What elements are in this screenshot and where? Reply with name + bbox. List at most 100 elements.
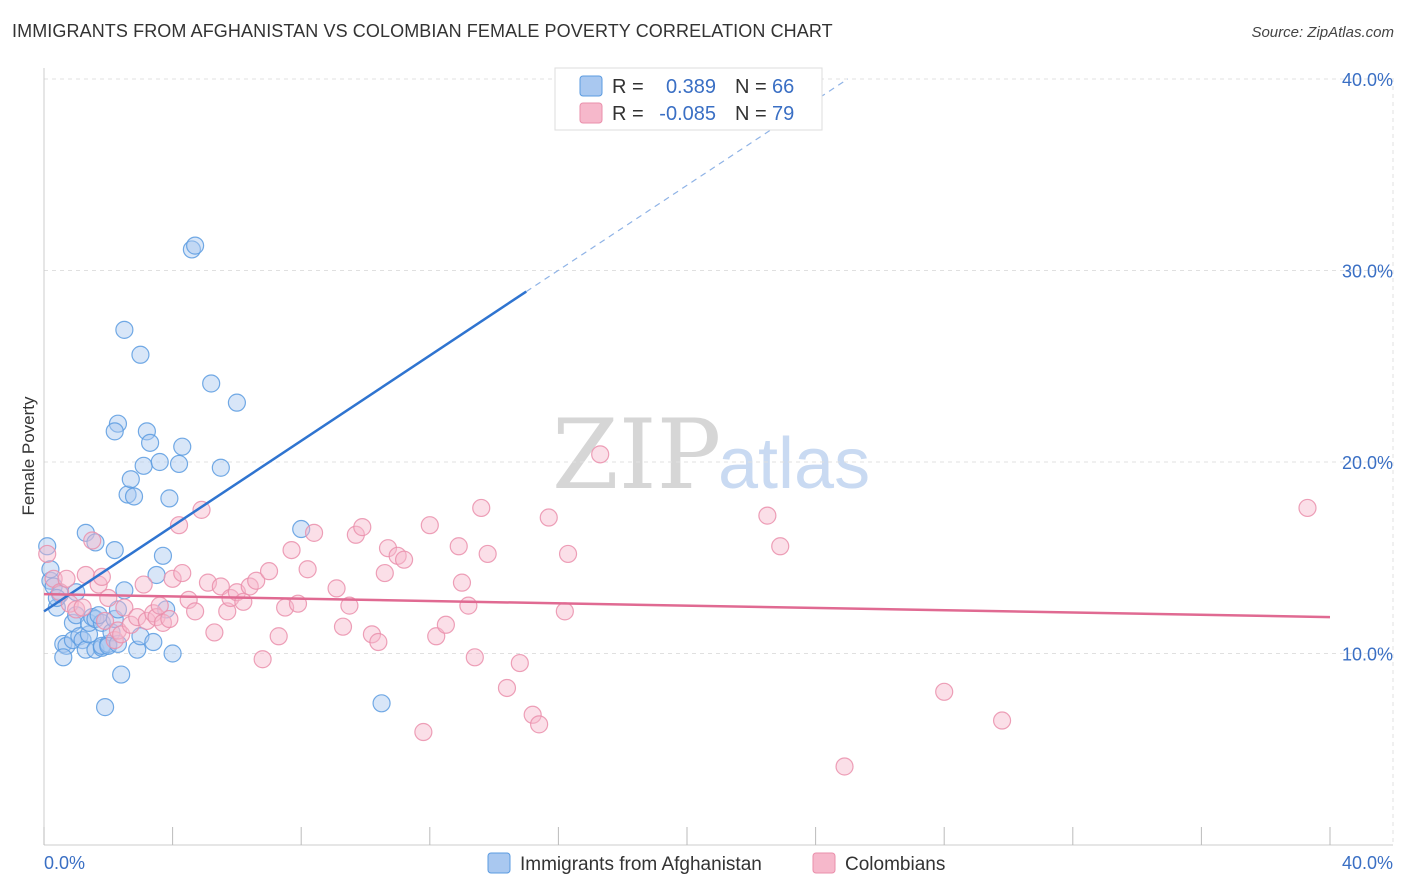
point-afghanistan-0 — [38, 537, 57, 556]
point-colombians-5 — [67, 600, 86, 619]
series-legend: Immigrants from Afghanistan Colombians — [487, 852, 945, 875]
point-colombians-35 — [218, 602, 237, 621]
x-tick-label-min: 0.0% — [44, 853, 85, 873]
x-ticks — [43, 827, 1331, 845]
point-colombians-3 — [57, 569, 76, 588]
watermark-zip: ZIP — [552, 399, 721, 511]
point-colombians-55 — [369, 632, 388, 652]
point-colombians-57 — [378, 539, 398, 558]
point-afghanistan-56 — [211, 458, 230, 477]
y-tick-label-10: 10.0% — [1342, 645, 1393, 665]
point-colombians-41 — [253, 650, 272, 669]
point-afghanistan-44 — [144, 632, 163, 652]
point-colombians-31 — [192, 500, 211, 519]
point-colombians-48 — [304, 523, 324, 542]
point-colombians-81 — [935, 682, 954, 701]
point-afghanistan-63 — [372, 694, 391, 713]
trend-lines — [43, 78, 1331, 619]
point-afghanistan-46 — [150, 452, 169, 472]
x-tick-label-max: 40.0% — [1342, 853, 1393, 873]
source-label: Source: ZipAtlas.com — [1251, 24, 1394, 41]
legend-n-value-1: 66 — [772, 76, 794, 98]
point-colombians-16 — [115, 598, 134, 617]
point-afghanistan-39 — [128, 640, 147, 659]
point-colombians-70 — [497, 678, 517, 698]
point-afghanistan-52 — [173, 437, 192, 456]
point-afghanistan-38 — [124, 487, 144, 506]
point-colombians-67 — [465, 648, 484, 667]
point-afghanistan-47 — [153, 546, 173, 565]
point-colombians-50 — [333, 617, 353, 636]
y-tick-label-20: 20.0% — [1342, 453, 1393, 473]
point-colombians-40 — [247, 571, 266, 590]
point-colombians-65 — [452, 573, 472, 592]
point-colombians-59 — [394, 550, 414, 569]
point-colombians-30 — [186, 602, 205, 621]
point-afghanistan-41 — [134, 456, 153, 475]
point-afghanistan-5 — [54, 634, 73, 654]
point-afghanistan-54 — [186, 236, 205, 255]
point-colombians-68 — [472, 498, 491, 518]
point-colombians-66 — [459, 596, 478, 615]
data-points — [38, 236, 1317, 776]
point-colombians-72 — [523, 705, 542, 724]
y-tick-label-30: 30.0% — [1342, 262, 1393, 282]
point-colombians-15 — [112, 625, 131, 644]
stats-legend: R = 0.389 N = 66 R = -0.085 N = 79 — [554, 67, 823, 131]
legend-swatch-colombians — [579, 102, 603, 124]
point-afghanistan-33 — [105, 540, 124, 560]
axes — [43, 68, 1393, 846]
point-afghanistan-42 — [137, 422, 156, 441]
chart-title: IMMIGRANTS FROM AFGHANISTAN VS COLOMBIAN… — [12, 21, 833, 41]
legend-n-value-2: 79 — [772, 103, 794, 125]
point-colombians-45 — [282, 540, 301, 560]
y-tick-labels: 10.0% 20.0% 30.0% 40.0% — [1342, 70, 1393, 665]
legend-r-label-1: R = — [612, 76, 644, 98]
point-colombians-75 — [555, 602, 574, 621]
point-colombians-56 — [375, 563, 394, 583]
point-afghanistan-7 — [54, 648, 73, 667]
point-colombians-79 — [771, 537, 790, 556]
point-afghanistan-26 — [95, 698, 115, 717]
point-afghanistan-36 — [118, 485, 137, 504]
point-colombians-73 — [530, 715, 549, 734]
point-colombians-82 — [992, 711, 1012, 730]
bottom-legend-label-afghanistan: Immigrants from Afghanistan — [520, 854, 762, 875]
legend-r-value-1: 0.389 — [666, 76, 716, 98]
point-colombians-19 — [134, 575, 153, 594]
legend-r-label-2: R = — [612, 103, 644, 125]
legend-n-label-2: N = — [735, 103, 767, 125]
bottom-legend-swatch-colombians — [812, 852, 836, 874]
point-afghanistan-34 — [112, 665, 131, 684]
point-afghanistan-18 — [86, 533, 105, 552]
bottom-legend-swatch-afghanistan — [487, 852, 511, 874]
point-colombians-60 — [414, 722, 433, 742]
point-colombians-28 — [173, 563, 192, 583]
point-colombians-11 — [95, 611, 115, 631]
point-colombians-77 — [591, 445, 610, 464]
point-colombians-47 — [298, 560, 317, 579]
point-afghanistan-64 — [41, 560, 60, 579]
point-colombians-6 — [73, 598, 92, 617]
grid-lines — [44, 78, 1394, 845]
legend-r-value-2: -0.085 — [659, 103, 716, 125]
point-afghanistan-49 — [160, 489, 179, 508]
point-colombians-83 — [1298, 498, 1317, 518]
trend-line-afghanistan — [43, 290, 527, 613]
legend-swatch-afghanistan — [579, 75, 603, 97]
point-afghanistan-61 — [105, 422, 124, 441]
point-afghanistan-58 — [115, 320, 134, 339]
point-afghanistan-50 — [163, 644, 182, 663]
bottom-legend-label-colombians: Colombians — [845, 854, 945, 875]
legend-n-label-1: N = — [735, 76, 767, 98]
y-axis-title: Female Poverty — [19, 396, 38, 516]
y-tick-label-40: 40.0% — [1342, 70, 1393, 90]
point-afghanistan-37 — [121, 470, 140, 489]
point-colombians-51 — [340, 596, 359, 615]
point-colombians-25 — [160, 609, 179, 629]
point-colombians-49 — [327, 579, 346, 598]
point-colombians-71 — [510, 653, 529, 673]
point-colombians-78 — [758, 506, 777, 525]
point-colombians-76 — [558, 544, 578, 564]
